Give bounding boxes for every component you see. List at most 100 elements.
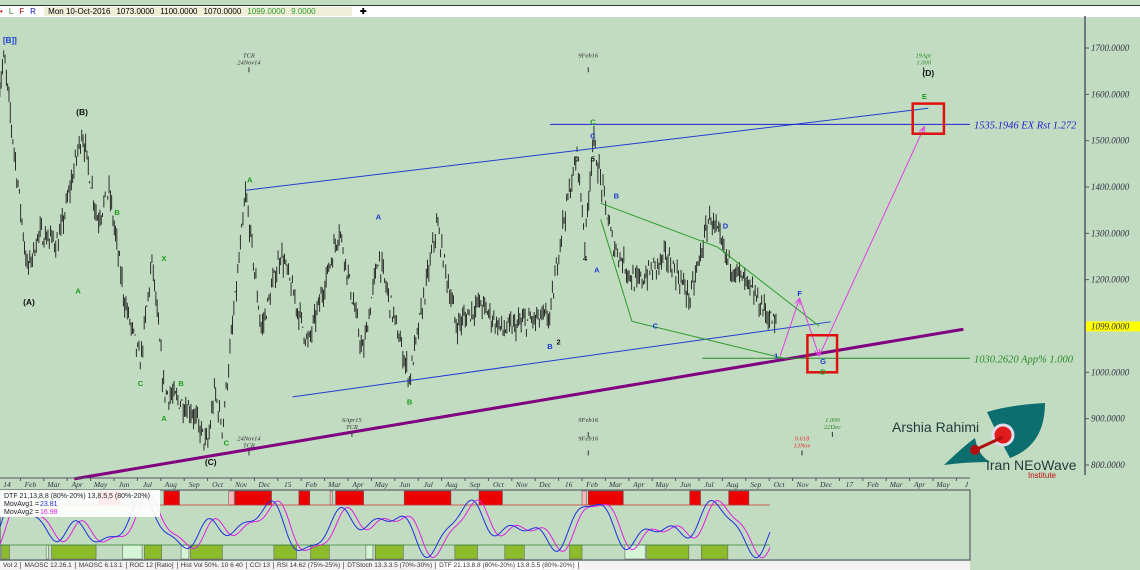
indicator-tabs: Vol 2 MAOSC 12.26.1 MAOSC 6.13.1 ROC 12 [Ra… [0, 561, 970, 570]
date-tick-label: May [93, 480, 108, 489]
indicator-tab[interactable]: RSI 14.62 (75%-25%) [273, 562, 345, 569]
wave-label: 5 [591, 155, 595, 164]
logo-link [974, 435, 1004, 452]
date-tick-label: Nov [515, 480, 529, 489]
flag-l[interactable]: L [8, 7, 14, 16]
overbought-zone [228, 490, 235, 506]
logo-org: Iran NEoWave [986, 457, 1077, 473]
date-tick-label: Feb [304, 480, 317, 489]
date-tick-label: Mar [327, 480, 341, 489]
arrow-head-icon [814, 349, 821, 358]
overbought-zone [581, 490, 587, 506]
time-marker-label: 0.618 [795, 435, 810, 442]
price-tick-label: 1500.0000 [1091, 136, 1130, 146]
indicator-tab[interactable]: MAOSC 12.26.1 [21, 562, 76, 569]
wave-label: A [376, 212, 382, 221]
mov-avg2-label: MovAvg2 = [4, 509, 39, 516]
target-box [806, 333, 839, 374]
indicator-tab[interactable]: DTF 21.13.8.8 (80%-20%) 13.8.5.5 (80%-20… [436, 562, 579, 569]
date-tick-label: J [965, 480, 969, 489]
target-box [911, 102, 946, 135]
time-marker-label: 9Feb16 [578, 52, 599, 59]
flag-r[interactable]: R [30, 7, 36, 16]
wave-label: (D) [922, 68, 934, 78]
overbought-zone [728, 490, 750, 506]
date-tick-label: Nov [234, 480, 248, 489]
date-tick-label: May [374, 480, 389, 489]
wave-label: B [614, 192, 620, 201]
date-tick-label: Aug [445, 480, 458, 489]
indicator-tab[interactable]: MAOSC 6.13.1 [75, 562, 127, 569]
oversold-zone [569, 544, 583, 560]
logo-dot [970, 445, 980, 455]
time-marker-label: 13Nov [793, 442, 810, 449]
indicator-tab[interactable]: DTStoch 13.3.3.5 (70%-30%) [344, 562, 437, 569]
date-tick-label: May [935, 480, 950, 489]
date-tick-label: Jun [680, 480, 691, 489]
indicator-tab[interactable]: Hist Vol 50%. 10 6 40 [177, 562, 247, 569]
oversold-zone [365, 544, 374, 560]
last-price-label: 1099.0000 [1091, 321, 1130, 331]
date-tick-label: Sep [189, 480, 200, 489]
trendline [73, 327, 964, 481]
date-tick-label: Oct [493, 480, 505, 489]
mov-avg1-label: MovAvg1 = [4, 501, 39, 508]
wave-label: (B) [76, 107, 88, 117]
logo-sub: Institute [1028, 471, 1057, 480]
wave-label: G [820, 357, 826, 366]
quote-open: 1073.0000 [116, 7, 155, 16]
date-tick-label: Dec [819, 480, 833, 489]
date-tick-label: 15 [284, 480, 292, 489]
date-tick-label: Jun [399, 480, 410, 489]
indicator-tab[interactable]: ROC 12 [Ratio] [126, 562, 178, 569]
overbought-zone [478, 490, 503, 506]
oversold-zone [701, 544, 729, 560]
flag-dot[interactable]: • [0, 7, 3, 16]
quote-toolbar: • L F R Mon 10-Oct-2016 1073.0000 1100.0000 10… [0, 5, 1140, 17]
oversold-zone [504, 544, 525, 560]
date-tick-label: Jul [424, 480, 433, 489]
projection-arrow [779, 298, 801, 357]
time-marker-label: 1.000 [825, 417, 840, 424]
wave-label: A [75, 287, 81, 296]
oversold-zone [180, 544, 190, 560]
overbought-zone [163, 490, 180, 506]
plus-icon[interactable]: ✚ [359, 7, 367, 16]
wave-label: A [594, 266, 600, 275]
trendline [631, 320, 785, 359]
indicator-tab[interactable]: Vol 2 [0, 562, 22, 569]
quote-change: 9.0000 [291, 7, 316, 16]
quote-high: 1100.0000 [160, 7, 198, 16]
oversold-zone [45, 544, 49, 560]
wave-label: B [114, 208, 120, 217]
date-tick-label: Apr [71, 480, 83, 489]
wave-label: 4 [583, 254, 588, 263]
date-tick-label: Oct [212, 480, 224, 489]
time-marker-label: 9Feb16 [578, 417, 599, 424]
overbought-zone [335, 490, 364, 506]
mov-avg2-line [0, 493, 771, 559]
wave-label: C [224, 439, 230, 448]
date-tick-label: Feb [866, 480, 879, 489]
indicator-tab[interactable]: CCI 13 [246, 562, 274, 569]
time-marker-label: TCR [243, 52, 255, 59]
flag-f[interactable]: F [19, 7, 25, 16]
price-tick-label: 1400.0000 [1091, 182, 1130, 192]
trendline [245, 107, 929, 191]
time-marker-label: 24Nov14 [237, 435, 261, 442]
overbought-zone [689, 490, 701, 506]
price-level-label: 1535.1946 EX Rst 1.272 [974, 120, 1077, 131]
price-tick-label: 1000.0000 [1091, 367, 1130, 377]
date-tick-label: Oct [774, 480, 786, 489]
date-tick-label: Apr [351, 480, 363, 489]
date-tick-label: Dec [538, 480, 552, 489]
mov-avg1-value: 23.81 [40, 501, 58, 508]
mov-avg1-line [0, 493, 771, 559]
date-tick-label: May [655, 480, 670, 489]
date-tick-label: Dec [257, 480, 271, 489]
wave-label: B [547, 342, 553, 351]
logo-name: Arshia Rahimi [892, 419, 979, 435]
corner-label: [B]] [3, 36, 17, 45]
quote-date: Mon 10-Oct-2016 [48, 7, 111, 16]
